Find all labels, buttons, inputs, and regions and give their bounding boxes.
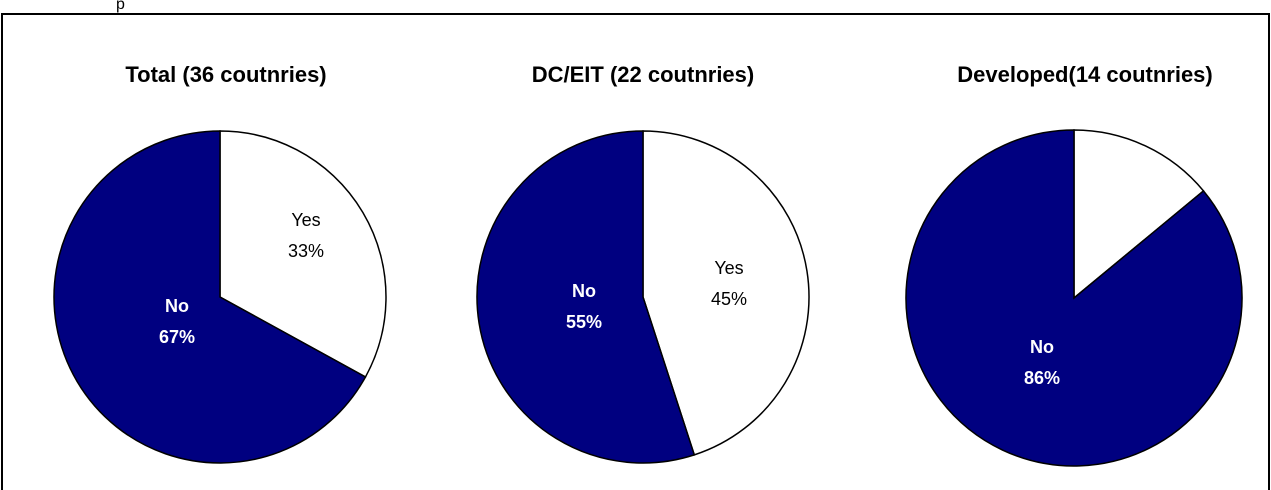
header-fragment: p — [116, 0, 125, 13]
slice-label-yes-name-total: Yes — [291, 210, 320, 230]
pie-chart-developed: No 86% — [905, 129, 1243, 467]
slice-label-yes-name-dc-eit: Yes — [714, 258, 743, 278]
frame-border — [1, 13, 1270, 490]
pie-slice-yes-total — [219, 130, 387, 378]
slice-label-no-percent-dc-eit: 55% — [566, 312, 602, 332]
pie-slice-yes-developed — [1073, 129, 1205, 300]
slice-label-no-name-total: No — [165, 296, 189, 316]
pie-slice-no-developed — [905, 129, 1243, 467]
slice-label-yes-percent-dc-eit: 45% — [711, 289, 747, 309]
chart-title-dc-eit: DC/EIT (22 coutnries) — [532, 62, 754, 87]
chart-title-developed: Developed(14 coutnries) — [957, 62, 1213, 87]
pie-slice-yes-dc-eit — [642, 130, 810, 456]
pie-chart-dc-eit: Yes 45% No 55% — [476, 130, 810, 464]
slice-label-no-name-developed: No — [1030, 337, 1054, 357]
pie-slice-no-dc-eit — [476, 130, 696, 464]
pie-slice-no-total — [53, 130, 367, 464]
pie-chart-total: Yes 33% No 67% — [53, 130, 387, 464]
slice-label-no-percent-total: 67% — [159, 327, 195, 347]
slice-label-yes-percent-total: 33% — [288, 241, 324, 261]
slice-label-no-name-dc-eit: No — [572, 281, 596, 301]
chart-title-total: Total (36 coutnries) — [125, 62, 326, 87]
slice-label-no-percent-developed: 86% — [1024, 368, 1060, 388]
